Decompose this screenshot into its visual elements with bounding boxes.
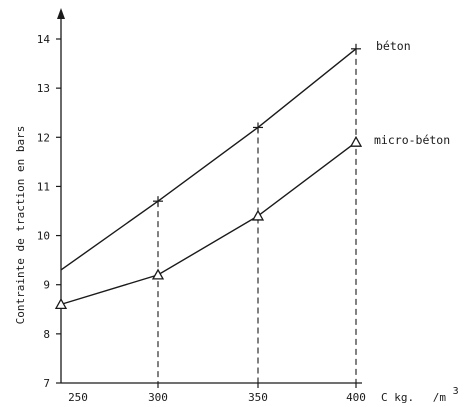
- y-tick-label-9: 9: [43, 279, 50, 292]
- series-label-1: béton: [376, 39, 411, 53]
- point-beton-400: [351, 43, 361, 54]
- y-tick-label-13: 13: [37, 82, 50, 95]
- point-beton-300: [153, 196, 163, 207]
- x-tick-label-400: 400: [346, 391, 366, 404]
- x-axis-label: C kg. /m 3: [381, 386, 459, 404]
- x-tick-label-300: 300: [148, 391, 168, 404]
- drop-lines: [157, 48, 357, 383]
- y-tick-label-8: 8: [43, 328, 50, 341]
- x-axis-label-unit: C kg.: [381, 391, 414, 404]
- y-tick-label-7: 7: [43, 377, 50, 390]
- x-axis-label-per: /m: [433, 391, 447, 404]
- axes: [57, 8, 362, 384]
- x-tick-label-350: 350: [248, 391, 268, 404]
- series-line-1: [60, 48, 357, 271]
- y-axis-label: Contrainte de traction en bars: [14, 126, 27, 325]
- y-tick-label-12: 12: [37, 131, 50, 144]
- x-axis-label-exponent: 3: [453, 386, 459, 397]
- y-ticks: 7 8 9 10 11 12 13 14: [37, 33, 61, 390]
- x-tick-label-250: 250: [68, 391, 88, 404]
- x-ticks: 250 300 350 400: [68, 383, 366, 404]
- point-micro-beton-350: [251, 209, 265, 221]
- y-tick-label-10: 10: [37, 230, 50, 243]
- series-label-2: micro-béton: [374, 133, 450, 147]
- point-beton-350: [253, 122, 263, 133]
- series-line-2: [60, 141, 357, 306]
- series-group: béton micro-béton: [54, 39, 450, 310]
- y-tick-label-11: 11: [37, 180, 50, 193]
- y-tick-label-14: 14: [37, 33, 51, 46]
- y-axis-arrow: [57, 8, 65, 19]
- point-micro-beton-300: [151, 268, 165, 280]
- point-micro-beton-243: [54, 298, 68, 310]
- point-micro-beton-400: [349, 135, 363, 147]
